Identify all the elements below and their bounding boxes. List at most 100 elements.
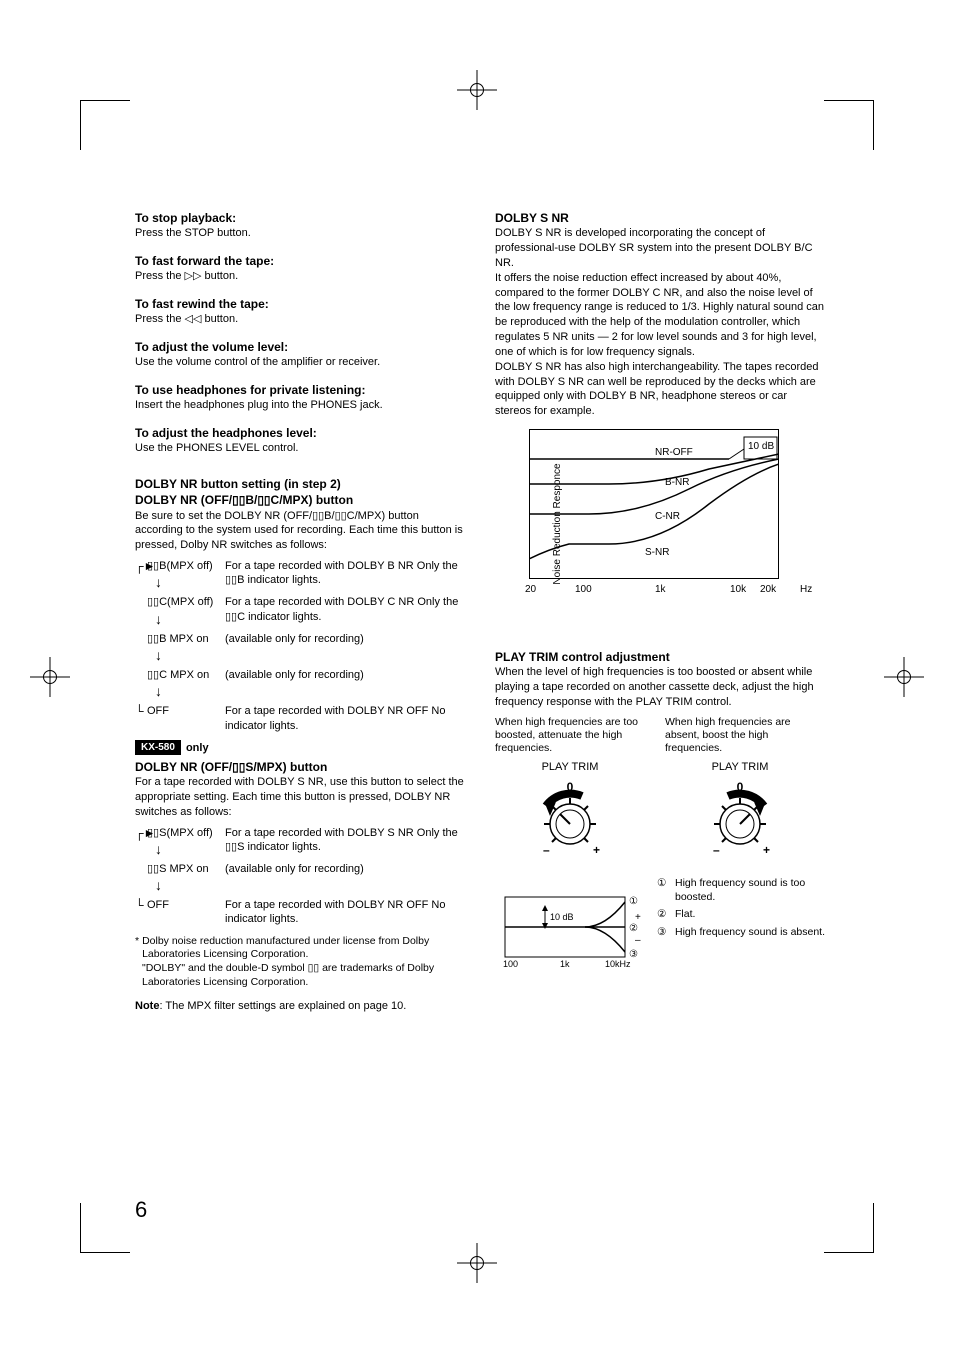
nr-mode: OFF: [147, 899, 169, 911]
chart-xtick: 10k: [730, 584, 746, 595]
chart-scale: 10 dB: [748, 441, 774, 452]
heading-vol: To adjust the volume level:: [135, 339, 465, 355]
freq-xtick: 100: [503, 959, 518, 969]
chart-xunit: Hz: [800, 584, 812, 595]
page-number: 6: [135, 1197, 147, 1223]
freq-sym: –: [635, 935, 641, 946]
heading-play-trim: PLAY TRIM control adjustment: [495, 649, 825, 665]
crop-mark: [824, 100, 874, 150]
text: Press the ▷▷ button.: [135, 269, 465, 284]
arrow-down-icon: ↓: [155, 878, 225, 892]
cycle-arrow-icon: └: [135, 704, 144, 720]
arrow-down-icon: ↓: [155, 575, 225, 589]
content: To stop playback:Press the STOP button. …: [135, 210, 825, 1014]
knob-minus: –: [713, 843, 720, 857]
freq-response-diagram: 10 dB 100 1k 10kHz ① + ② – ③ ①High frequ…: [495, 877, 825, 982]
chart-xtick: 20k: [760, 584, 776, 595]
nr-desc: For a tape recorded with DOLBY B NR Only…: [225, 559, 465, 589]
chart-label: S-NR: [645, 547, 669, 558]
nr-mode: OFF: [147, 705, 169, 717]
heading-dolby-s: DOLBY NR (OFF/▯▯S/MPX) button: [135, 759, 465, 775]
arrow-down-icon: ↓: [155, 612, 225, 626]
nr-desc: (available only for recording): [225, 668, 465, 698]
heading-hp: To use headphones for private listening:: [135, 382, 465, 398]
crop-mark: [80, 1203, 130, 1253]
crop-mark: [80, 100, 130, 150]
trim-caption: When high frequencies are too boosted, a…: [495, 716, 645, 755]
text: Press the STOP button.: [135, 226, 465, 241]
text: Be sure to set the DOLBY NR (OFF/▯▯B/▯▯C…: [135, 509, 465, 554]
nr-desc: (available only for recording): [225, 632, 465, 662]
text: Use the volume control of the amplifier …: [135, 355, 465, 370]
heading-dolby: DOLBY NR button setting (in step 2): [135, 476, 465, 492]
trim-title: PLAY TRIM: [495, 761, 645, 775]
legend-num: ③: [657, 926, 675, 940]
chart-label: NR-OFF: [655, 447, 693, 458]
chart-label: C-NR: [655, 511, 680, 522]
text: Press the ◁◁ button.: [135, 312, 465, 327]
nr-desc: For a tape recorded with DOLBY C NR Only…: [225, 595, 465, 625]
nr-mode: ▯▯C(MPX off): [147, 596, 213, 608]
text: Insert the headphones plug into the PHON…: [135, 398, 465, 413]
heading-dolby-sub: DOLBY NR (OFF/▯▯B/▯▯C/MPX) button: [135, 492, 465, 508]
freq-xtick: 1k: [560, 959, 570, 969]
note-text: : The MPX filter settings are explained …: [159, 1000, 406, 1012]
freq-xtick: 10kHz: [605, 959, 631, 969]
nr-mode: ▯▯B MPX on: [147, 633, 209, 645]
knob-plus: +: [593, 843, 600, 857]
text: It offers the noise reduction effect inc…: [495, 271, 825, 360]
cycle-arrow-icon: ┌►: [135, 826, 155, 842]
page: To stop playback:Press the STOP button. …: [0, 0, 954, 1353]
cycle-arrow-icon: └: [135, 898, 144, 914]
chart-xtick: 100: [575, 584, 592, 595]
heading-dolby-s-nr: DOLBY S NR: [495, 210, 825, 226]
heading-stop: To stop playback:: [135, 210, 465, 226]
nr-mode: ▯▯S(MPX off): [147, 827, 213, 839]
cycle-arrow-icon: ┌►: [135, 559, 155, 575]
arrow-down-icon: ↓: [155, 648, 225, 662]
nr-mode: ▯▯C MPX on: [147, 669, 209, 681]
nr-desc: (available only for recording): [225, 862, 465, 892]
trim-title: PLAY TRIM: [665, 761, 815, 775]
nr-desc: For a tape recorded with DOLBY S NR Only…: [225, 826, 465, 856]
registration-mark: [884, 657, 924, 697]
note-label: Note: [135, 1000, 159, 1012]
legend-num: ②: [657, 908, 675, 922]
knob-plus: +: [763, 843, 770, 857]
trim-knobs: When high frequencies are too boosted, a…: [495, 716, 825, 863]
text: DOLBY S NR has also high interchangeabil…: [495, 360, 825, 419]
arrow-down-icon: ↓: [155, 842, 225, 856]
freq-db: 10 dB: [550, 912, 574, 922]
knob-cw-icon: 0 – +: [695, 779, 785, 859]
right-column: DOLBY S NR DOLBY S NR is developed incor…: [495, 210, 825, 1014]
nr-desc: For a tape recorded with DOLBY NR OFF No…: [225, 898, 465, 927]
text: When the level of high frequencies is to…: [495, 665, 825, 710]
model-badge: KX-580: [135, 740, 181, 755]
knob-zero: 0: [737, 780, 744, 794]
nr-cycle-table: ┌►▯▯B(MPX off)↓For a tape recorded with …: [135, 559, 465, 733]
knob-ccw-icon: 0 – +: [525, 779, 615, 859]
text: For a tape recorded with DOLBY S NR, use…: [135, 775, 465, 820]
license-text: "DOLBY" and the double-D symbol ▯▯ are t…: [142, 962, 465, 989]
heading-rw: To fast rewind the tape:: [135, 296, 465, 312]
registration-mark: [457, 1243, 497, 1283]
knob-zero: 0: [567, 780, 574, 794]
nr-mode: ▯▯B(MPX off): [147, 560, 213, 572]
nr-cycle-table-s: ┌►▯▯S(MPX off)↓For a tape recorded with …: [135, 826, 465, 927]
license-text: Dolby noise reduction manufactured under…: [142, 935, 465, 962]
chart-xtick: 1k: [655, 584, 666, 595]
freq-mark: ①: [629, 896, 638, 907]
text: DOLBY S NR is developed incorporating th…: [495, 226, 825, 271]
freq-legend: ①High frequency sound is too boosted. ②F…: [657, 877, 825, 944]
knob-minus: –: [543, 843, 550, 857]
left-column: To stop playback:Press the STOP button. …: [135, 210, 465, 1014]
arrow-down-icon: ↓: [155, 684, 225, 698]
legend-num: ①: [657, 877, 675, 904]
registration-mark: [30, 657, 70, 697]
freq-response-icon: 10 dB 100 1k 10kHz ① + ② – ③: [495, 877, 645, 977]
chart-label: B-NR: [665, 477, 689, 488]
nr-mode: ▯▯S MPX on: [147, 863, 209, 875]
chart-xtick: 20: [525, 584, 536, 595]
heading-hpl: To adjust the headphones level:: [135, 425, 465, 441]
registration-mark: [457, 70, 497, 110]
